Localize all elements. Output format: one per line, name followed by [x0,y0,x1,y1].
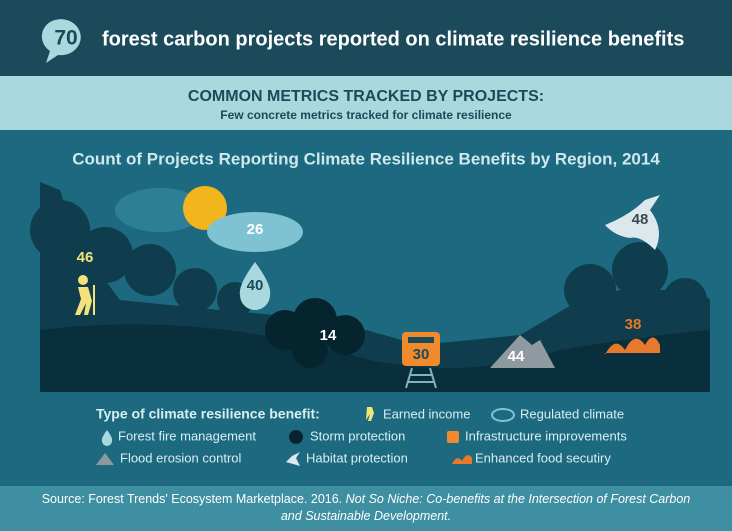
value-habitat: 48 [632,211,649,228]
legend-title: Type of climate resilience benefit: [96,406,320,422]
legend-icon [366,407,374,421]
value-forest-fire: 40 [247,277,264,294]
legend-icon [96,453,114,465]
subheader-subtitle: Few concrete metrics tracked for climate… [220,108,512,122]
source-text: Source: Forest Trends' Ecosystem Marketp… [41,492,343,506]
source-title: Not So Niche: Co-benefits at the Interse… [280,492,691,523]
ducks-icon [605,337,660,355]
landscape [30,182,710,392]
drop-icon [239,262,271,310]
legend-icon [289,430,303,444]
legend-label: Enhanced food secutiry [475,450,611,465]
header-title: forest carbon projects reported on clima… [102,28,684,50]
hiker-icon [75,275,95,315]
storm-trees-icon [265,298,365,368]
legend-label: Forest fire management [118,428,256,443]
legend-label: Regulated climate [520,406,624,421]
legend-label: Flood erosion control [120,450,242,465]
chart-title: Count of Projects Reporting Climate Resi… [72,149,660,168]
badge-bubble [41,19,81,63]
value-infrastructure: 30 [413,346,430,363]
value-food-security: 38 [625,316,642,333]
source-note: Source: Forest Trends' Ecosystem Marketp… [0,486,732,531]
subheader-title: COMMON METRICS TRACKED BY PROJECTS: [188,88,544,105]
badge: 70 [54,27,77,50]
legend-label: Habitat protection [306,450,408,465]
legend-icon [491,408,515,422]
subheader-band [0,76,732,130]
legend-icon [101,430,113,446]
legend-label: Earned income [383,406,470,421]
canvas: 70 forest carbon projects reported on cl… [0,0,732,466]
climate-icon [115,186,303,252]
legend-label: Infrastructure improvements [465,428,627,443]
bird-icon [605,195,660,250]
legend-icon [452,455,472,464]
legend-icon [447,431,459,443]
mountain-icon [490,335,555,368]
header-bar [0,0,732,76]
train-icon [402,332,440,389]
legend-icon [286,452,300,466]
value-earned-income: 46 [77,249,94,266]
value-storm-protection: 14 [320,327,337,344]
value-flood-erosion: 44 [508,348,525,365]
value-regulated-climate: 26 [247,221,264,238]
legend-label: Storm protection [310,428,405,443]
